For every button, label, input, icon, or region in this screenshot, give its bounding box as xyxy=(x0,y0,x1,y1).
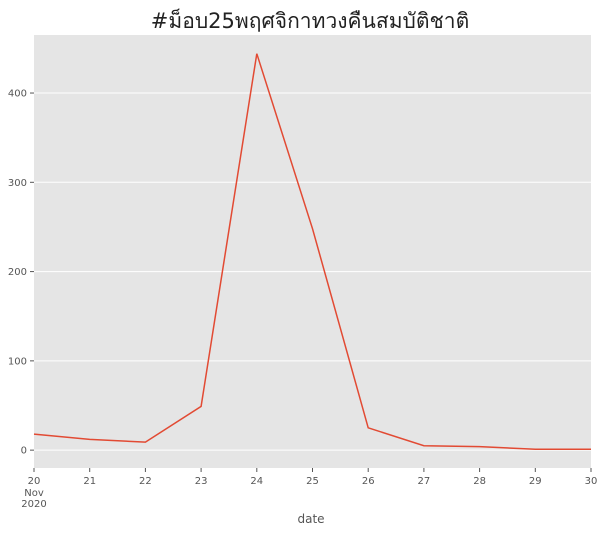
x-axis-label: date xyxy=(297,512,324,526)
x-tick-sublabel-month: Nov xyxy=(24,488,44,499)
x-tick-label: 28 xyxy=(473,476,486,487)
x-tick-label: 21 xyxy=(83,476,96,487)
series-line xyxy=(33,53,591,451)
x-tick-label: 27 xyxy=(418,476,431,487)
x-tick-label: 30 xyxy=(585,476,598,487)
gridlines xyxy=(34,92,591,451)
y-tick-label: 200 xyxy=(8,267,27,278)
plot-area xyxy=(34,35,591,468)
y-tick-label: 300 xyxy=(8,178,27,189)
x-tick-label: 23 xyxy=(195,476,208,487)
y-axis: 0 100 200 300 400 xyxy=(8,89,34,457)
x-tick-label: 26 xyxy=(362,476,375,487)
y-tick-label: 100 xyxy=(8,356,27,367)
x-tick-label: 25 xyxy=(306,476,319,487)
x-tick-label: 22 xyxy=(139,476,152,487)
chart-title: #ม็อบ25พฤศจิกาทวงคืนสมบัติชาติ xyxy=(151,7,469,33)
y-tick-label: 400 xyxy=(8,89,27,100)
x-tick-sublabel-year: 2020 xyxy=(21,499,46,510)
x-tick-label: 29 xyxy=(529,476,542,487)
x-tick-label: 20 xyxy=(28,476,41,487)
x-tick-label: 24 xyxy=(250,476,263,487)
y-tick-label: 0 xyxy=(21,446,27,457)
